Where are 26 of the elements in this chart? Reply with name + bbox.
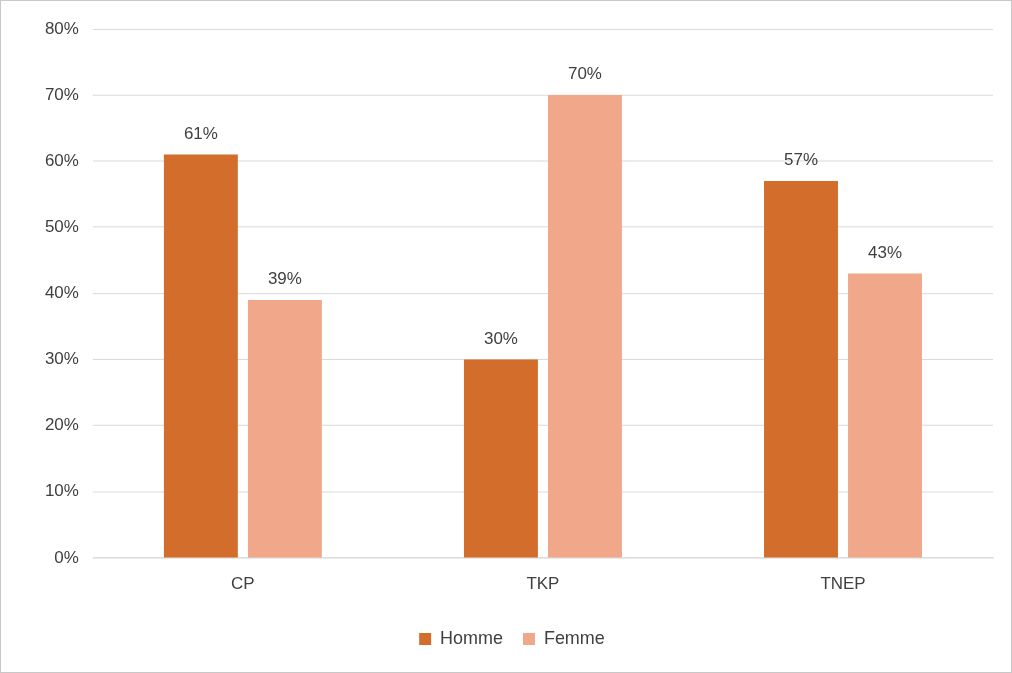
x-tick-label: CP [231,573,255,593]
x-tick-label: TNEP [820,573,866,593]
bar [463,359,538,558]
data-label: 43% [868,242,902,262]
y-tick-label: 30% [44,349,79,369]
y-tick-label: 50% [44,216,79,236]
y-tick-label: 60% [44,150,79,170]
legend-label: Homme [440,628,503,649]
y-tick-label: 20% [44,415,79,435]
data-label: 39% [267,269,302,289]
bar [247,300,322,558]
y-tick-label: 10% [44,481,79,501]
legend-label: Femme [543,628,605,649]
y-tick-label: 0% [54,547,79,567]
data-label: 57% [784,150,818,170]
bar [764,181,838,558]
data-label: 70% [567,64,602,84]
bar [163,154,238,558]
data-label: 61% [183,123,218,143]
y-tick-label: 40% [44,283,79,303]
data-label: 30% [483,328,518,348]
y-tick-label: 70% [44,84,79,104]
y-tick-label: 80% [44,18,79,38]
bar [547,95,622,558]
bar [848,273,922,558]
x-tick-label: TKP [526,573,560,593]
